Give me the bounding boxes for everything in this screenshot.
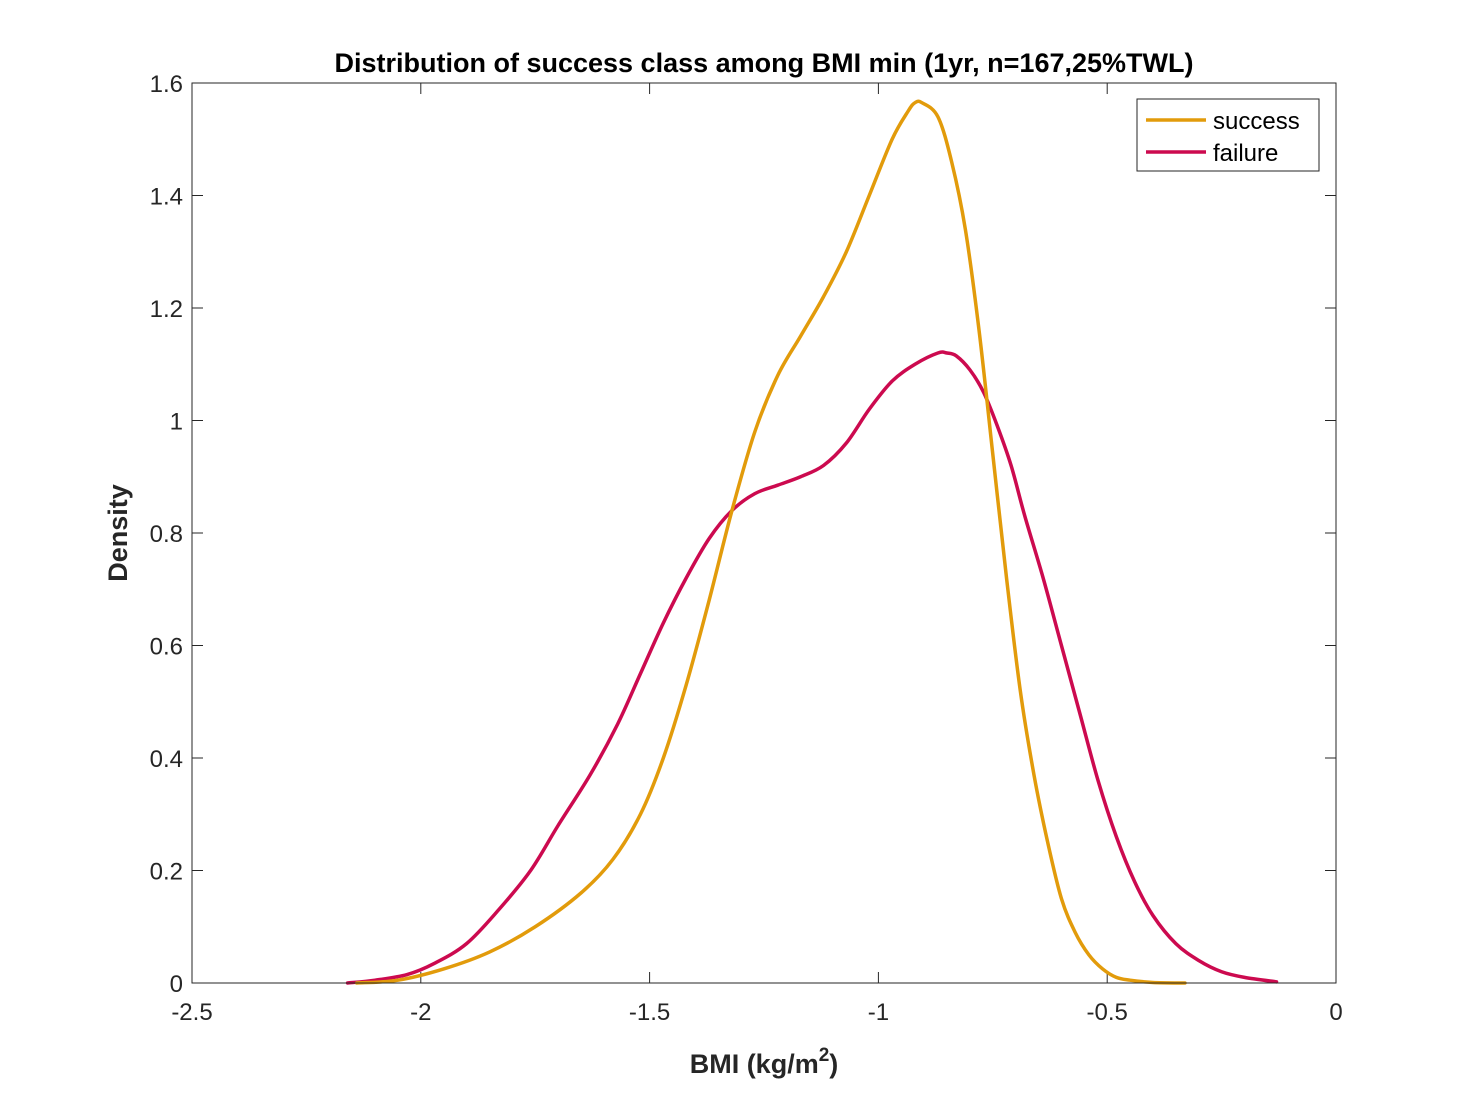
- x-axis-title-suffix: ): [829, 1049, 838, 1079]
- plot-background: [192, 83, 1336, 983]
- y-tick-label: 0.8: [150, 521, 183, 548]
- x-axis-title-main: BMI (kg/m: [690, 1049, 819, 1079]
- x-tick-label: -0.5: [1087, 999, 1128, 1026]
- x-tick-label: -2: [410, 999, 431, 1026]
- plot-frame: [191, 82, 1337, 984]
- x-axis-title-superscript: 2: [819, 1045, 830, 1066]
- curve-layer: [345, 99, 1279, 985]
- y-tick-labels: 0 0.2 0.4 0.6 0.8 1 1.2 1.4 1.6: [150, 71, 183, 998]
- y-tick-label: 0.4: [150, 746, 183, 773]
- y-tick-label: 0.6: [150, 634, 183, 661]
- x-tick-labels: -2.5 -2 -1.5 -1 -0.5 0: [171, 999, 1342, 1026]
- y-tick-label: 0: [170, 971, 183, 998]
- series-line-success: [354, 99, 1187, 985]
- legend: success failure: [1136, 98, 1320, 172]
- y-tick-label: 1.6: [150, 71, 183, 98]
- x-axis-title: BMI (kg/m2): [690, 1045, 839, 1079]
- y-tick-label: 1: [170, 409, 183, 436]
- y-axis-title: Density: [103, 484, 133, 582]
- legend-label-failure: failure: [1213, 140, 1278, 167]
- y-tick-label: 0.2: [150, 859, 183, 886]
- x-tick-label: -1.5: [629, 999, 670, 1026]
- legend-label-success: success: [1213, 108, 1300, 135]
- x-tick-label: -2.5: [171, 999, 212, 1026]
- x-tick-label: 0: [1329, 999, 1342, 1026]
- series-line-failure: [345, 350, 1279, 985]
- chart-title: Distribution of success class among BMI …: [335, 48, 1194, 78]
- x-tick-label: -1: [868, 999, 889, 1026]
- y-tick-label: 1.4: [150, 184, 183, 211]
- legend-box: [1136, 98, 1320, 172]
- y-tick-label: 1.2: [150, 296, 183, 323]
